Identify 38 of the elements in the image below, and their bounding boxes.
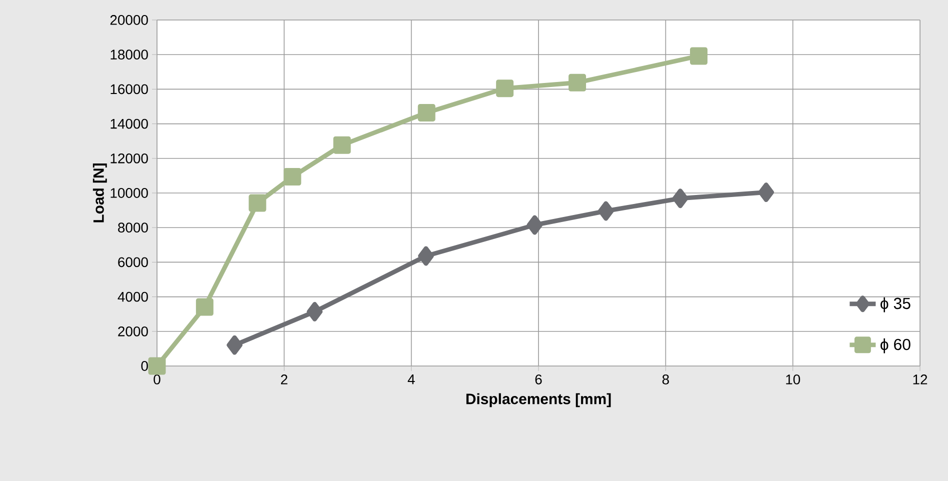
point [418,246,434,266]
legend-label: ϕ 35 [880,297,910,312]
y-tick-label: 4000 [118,292,148,302]
point [758,182,774,202]
point [306,302,323,322]
point [690,47,708,65]
y-tick-label: 8000 [118,222,148,233]
point [526,215,543,235]
x-tick-label: 10 [786,374,800,384]
point [418,104,436,122]
x-tick-label: 12 [913,374,928,384]
y-tick-label: 14000 [110,118,148,129]
y-tick-label: 18000 [110,50,148,60]
point [672,188,688,208]
point [248,194,266,212]
point [148,357,166,375]
point [196,298,214,316]
y-tick-label: 12000 [110,153,148,164]
y-tick-label: 6000 [118,257,148,268]
x-tick-label: 6 [535,374,542,384]
legend-label: ϕ 60 [880,338,910,354]
x-axis-title: Displacements [mm] [466,393,611,408]
x-tick-label: 0 [154,374,160,384]
point [284,168,302,186]
y-tick-label: 10000 [110,188,148,198]
point [226,335,242,355]
point [568,74,586,92]
point [496,80,514,98]
y-axis-title: Load [N] [92,164,107,222]
y-tick-label: 2000 [118,326,148,336]
y-tick-label: 20000 [110,15,148,25]
point [333,136,351,154]
y-tick-label: 0 [141,361,148,371]
y-tick-label: 16000 [110,84,148,94]
point [598,201,614,221]
x-tick-label: 2 [280,374,288,384]
x-tick-label: 8 [662,374,669,384]
x-tick-label: 4 [408,374,415,384]
